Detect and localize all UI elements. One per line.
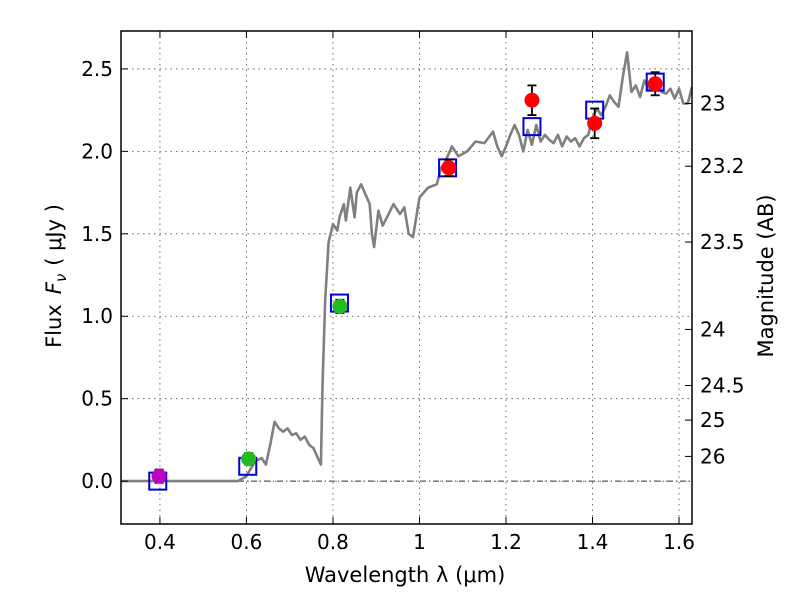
y-axis-label-subscript: ν (52, 274, 70, 282)
y2-tick-label: 23.2 (700, 154, 745, 178)
observed-point (441, 160, 457, 176)
y2-tick-label: 24 (700, 317, 725, 341)
model-sed-series (121, 51, 694, 483)
x-axis-ticks: 0.4 0.6 0.8 1 1.2 1.4 1.6 (144, 31, 695, 554)
x-tick-label: 0.6 (231, 530, 263, 554)
y2-tick-label: 24.5 (700, 373, 745, 397)
y-tick-label: 1.0 (81, 304, 113, 328)
x-axis-label: Wavelength λ (μm) (305, 563, 506, 587)
y2-tick-label: 23.5 (700, 230, 745, 254)
x-tick-label: 1 (413, 530, 426, 554)
x-tick-label: 0.8 (317, 530, 349, 554)
x-tick-label: 1.4 (577, 530, 609, 554)
observed-point (241, 451, 257, 467)
x-tick-label: 1.2 (490, 530, 522, 554)
y2-tick-label: 26 (700, 444, 725, 468)
observed-point (332, 298, 348, 314)
observed-point (151, 468, 167, 484)
observed-point (647, 76, 663, 92)
y-axis-label-prefix: Flux (42, 304, 66, 348)
plot-frame (120, 30, 693, 525)
y-axis-label-symbol: F (42, 281, 66, 294)
y2-axis-ticks: 23 23.2 23.5 24 24.5 25 26 (685, 92, 745, 468)
y-axis-label: Flux Fν ( μJy ) (42, 204, 70, 348)
x-tick-label: 1.6 (663, 530, 695, 554)
y-tick-label: 0.0 (81, 469, 113, 493)
y-axis-ticks: 0.0 0.5 1.0 1.5 2.0 2.5 (81, 57, 128, 493)
observed-point (524, 92, 540, 108)
y-tick-label: 2.5 (81, 57, 113, 81)
y2-tick-label: 23 (700, 92, 725, 116)
y-tick-label: 2.0 (81, 139, 113, 163)
x-tick-label: 0.4 (144, 530, 176, 554)
y2-tick-label: 25 (700, 408, 725, 432)
y-tick-label: 1.5 (81, 222, 113, 246)
y2-axis-label: Magnitude (AB) (754, 194, 778, 357)
model-photometry-square (522, 117, 542, 137)
observed-photometry-series (151, 71, 663, 484)
y-axis-label-unit: ( μJy ) (42, 204, 66, 266)
observed-point (587, 115, 603, 131)
sed-line (121, 51, 694, 483)
y-tick-label: 0.5 (81, 387, 113, 411)
